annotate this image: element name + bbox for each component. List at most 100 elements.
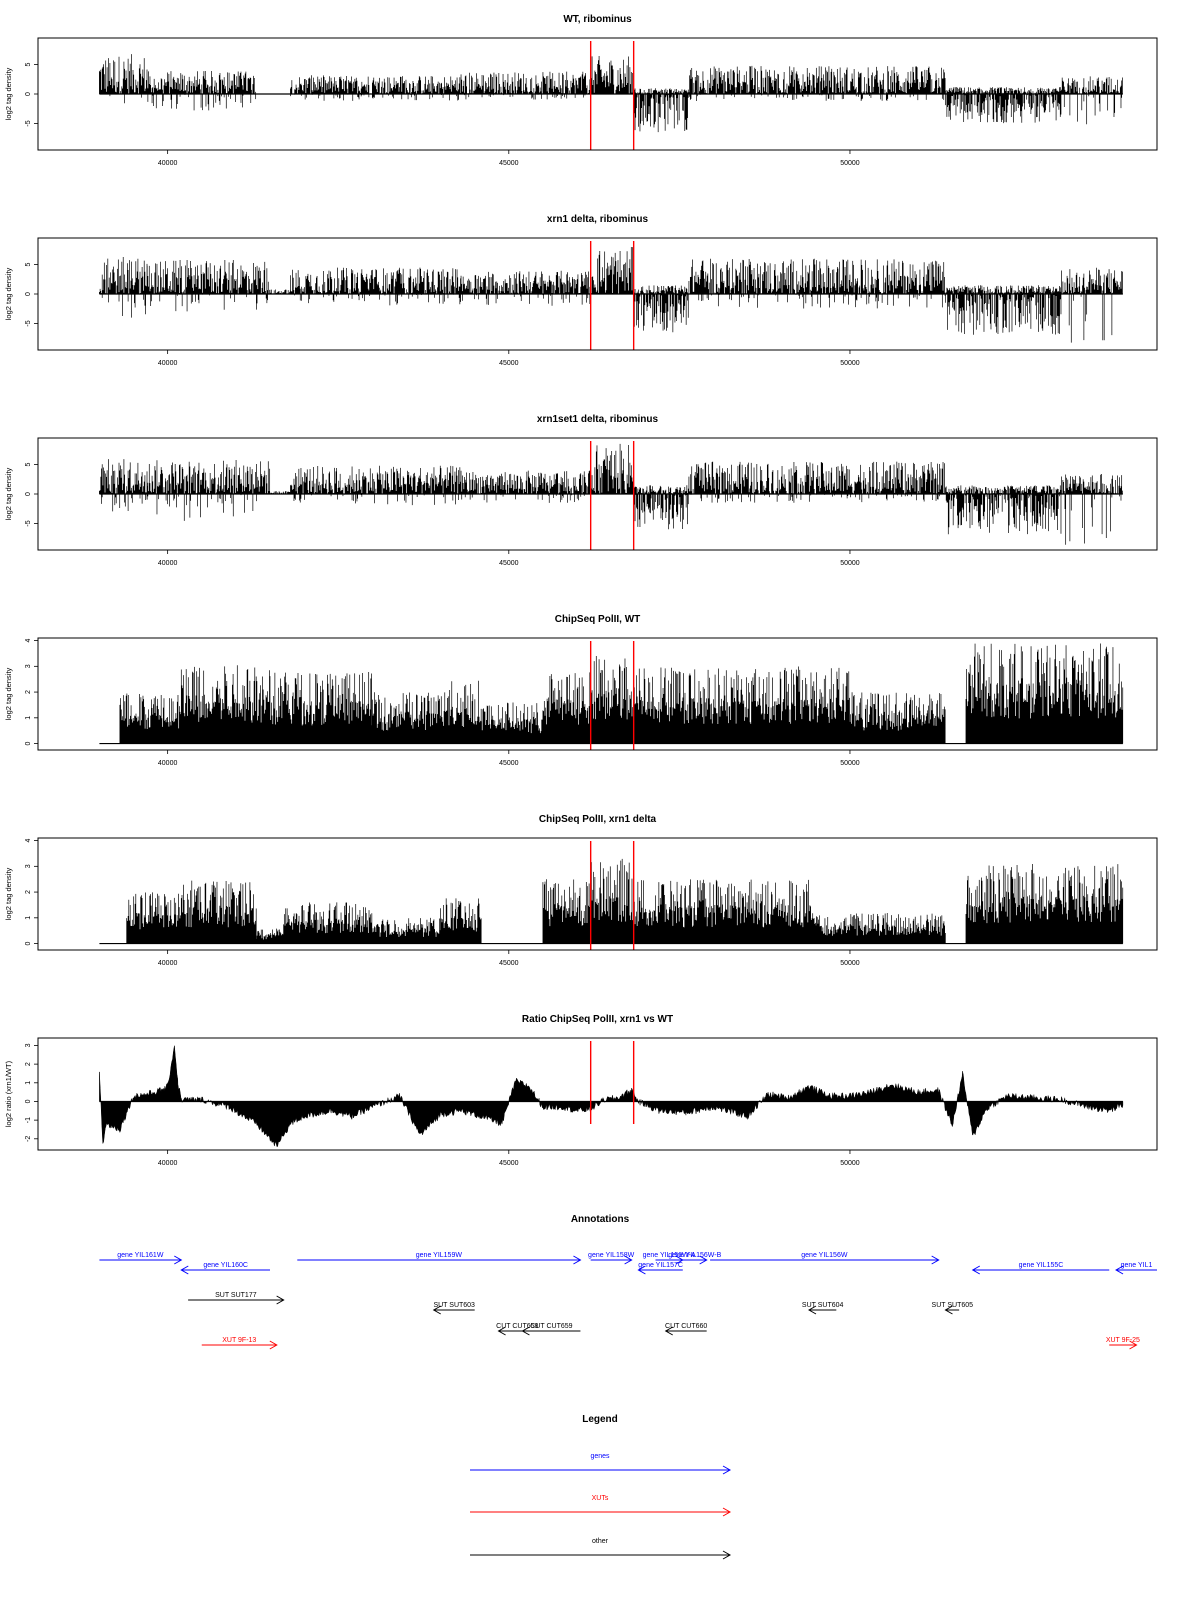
legend-label: genes [590, 1453, 610, 1460]
panel-title: xrn1set1 delta, ribominus [537, 414, 659, 425]
y-tick-label: 0 [25, 742, 32, 746]
plot-frame [37, 837, 1158, 951]
legend-arrow [470, 1507, 732, 1517]
annotation-label: SUT SUT605 [932, 1302, 974, 1309]
panel-xrn1set1-delta-ribominus: xrn1set1 delta, ribominus log2 tag densit… [4, 414, 1158, 567]
panel-legend: Legend genes XUTs other [470, 1414, 732, 1560]
annotation-arrow [1115, 1265, 1157, 1275]
panel-xrn1-delta-ribominus: xrn1 delta, ribominus log2 tag density -5 0… [4, 214, 1158, 367]
x-tick-label: 45000 [499, 1160, 519, 1167]
y-tick-label: -2 [25, 1136, 32, 1142]
annotation-arrow [808, 1305, 837, 1315]
annotation-label: CUT CUT659 [530, 1323, 572, 1330]
annotation-label: CUT CUT658 [496, 1323, 538, 1330]
y-tick-label: 4 [25, 639, 32, 643]
panel-title: xrn1 delta, ribominus [547, 214, 649, 225]
legend-arrow [470, 1550, 732, 1560]
annotation-label: gene YIL160C [203, 1262, 248, 1269]
panel-title: ChipSeq PolII, WT [555, 614, 641, 625]
plot-frame [37, 437, 1158, 551]
x-tick-label: 50000 [840, 960, 860, 967]
y-tick-label: 3 [25, 1043, 32, 1047]
annotation-label: XUT 9F-25 [1106, 1337, 1140, 1344]
x-tick-label: 40000 [158, 360, 178, 367]
y-tick-label: 5 [25, 462, 32, 466]
annotation-label: gene YIL161W [117, 1252, 164, 1259]
annotation-arrow [710, 1255, 940, 1265]
annotation-label: SUT SUT177 [215, 1292, 257, 1299]
y-tick-label: 5 [25, 62, 32, 66]
y-axis-label: log2 ratio (xrn1/WT) [4, 1060, 13, 1127]
annotation-label: gene YIL157C [638, 1262, 683, 1269]
y-tick-label: 0 [25, 292, 32, 296]
annotation-arrow [521, 1326, 581, 1336]
signal-bars [119, 643, 1124, 744]
annotation-arrow [180, 1265, 270, 1275]
panel-title: Ratio ChipSeq PolII, xrn1 vs WT [522, 1014, 673, 1025]
annotation-arrow [297, 1255, 582, 1265]
panel-chipseq-polii-wt: ChipSeq PolII, WT log2 tag density 0 1 2 3 4 40… [4, 614, 1158, 767]
x-tick-label: 40000 [158, 1160, 178, 1167]
x-tick-label: 40000 [158, 560, 178, 567]
plot-frame [37, 637, 1158, 751]
x-tick-label: 45000 [499, 360, 519, 367]
annotation-arrow [188, 1295, 285, 1305]
x-tick-label: 50000 [840, 160, 860, 167]
panel-title: ChipSeq PolII, xrn1 delta [539, 814, 657, 825]
y-axis-label: log2 tag density [4, 867, 13, 920]
x-tick-label: 40000 [158, 160, 178, 167]
annotation-label: gene YIL156W [801, 1252, 848, 1259]
y-tick-label: -5 [25, 120, 32, 126]
annotation-label: CUT CUT660 [665, 1323, 707, 1330]
annotation-label: gene YIL1 [1121, 1262, 1153, 1269]
x-tick-label: 45000 [499, 760, 519, 767]
annotation-arrow [201, 1340, 278, 1350]
y-axis-label: log2 tag density [4, 67, 13, 120]
legend-label: XUTs [592, 1495, 609, 1502]
x-tick-label: 45000 [499, 160, 519, 167]
y-tick-label: 1 [25, 1081, 32, 1085]
annotation-label: gene YIL156W-B [668, 1252, 721, 1259]
signal-bars [99, 246, 1123, 343]
y-tick-label: 2 [25, 890, 32, 894]
annotation-arrow [1109, 1340, 1138, 1350]
annotation-label: SUT SUT604 [802, 1302, 844, 1309]
legend-label: other [592, 1538, 609, 1545]
annotation-arrow [682, 1255, 708, 1265]
panel-title: WT, ribominus [563, 14, 632, 25]
legend-title: Legend [582, 1414, 618, 1425]
annotation-label: gene YIL155C [1019, 1262, 1064, 1269]
y-tick-label: -1 [25, 1117, 32, 1123]
x-tick-label: 50000 [840, 560, 860, 567]
x-tick-label: 50000 [840, 760, 860, 767]
ratio-area [99, 1045, 1124, 1147]
signal-bars [99, 54, 1123, 133]
y-tick-label: 5 [25, 262, 32, 266]
y-tick-label: 1 [25, 916, 32, 920]
panel-ratio-chipseq: Ratio ChipSeq PolII, xrn1 vs WT log2 rati… [4, 1014, 1158, 1167]
panel-wt-ribominus: WT, ribominus log2 tag density -5 0 5 40000 45… [4, 14, 1158, 167]
annotation-arrow [664, 1326, 707, 1336]
annotation-arrow [99, 1255, 183, 1265]
y-tick-label: -5 [25, 520, 32, 526]
y-tick-label: 0 [25, 942, 32, 946]
y-tick-label: 0 [25, 92, 32, 96]
annotation-label: XUT 9F-13 [222, 1337, 256, 1344]
annotation-label: gene YIL159W [416, 1252, 463, 1259]
y-tick-label: 2 [25, 690, 32, 694]
x-tick-label: 40000 [158, 760, 178, 767]
annotation-label: gene YIL158W [588, 1252, 635, 1259]
plot-frame [37, 37, 1158, 151]
y-tick-label: -5 [25, 320, 32, 326]
signal-bars [126, 858, 1124, 944]
x-tick-label: 45000 [499, 560, 519, 567]
annotation-arrow [637, 1265, 683, 1275]
x-tick-label: 50000 [840, 1160, 860, 1167]
plot-frame [37, 237, 1158, 351]
annotation-arrow [432, 1305, 475, 1315]
annotation-arrow [971, 1265, 1110, 1275]
y-tick-label: 2 [25, 1062, 32, 1066]
annotation-label: SUT SUT603 [433, 1302, 475, 1309]
panel-chipseq-polii-xrn1-delta: ChipSeq PolII, xrn1 delta log2 tag densit… [4, 814, 1158, 967]
legend-arrow [470, 1465, 732, 1475]
